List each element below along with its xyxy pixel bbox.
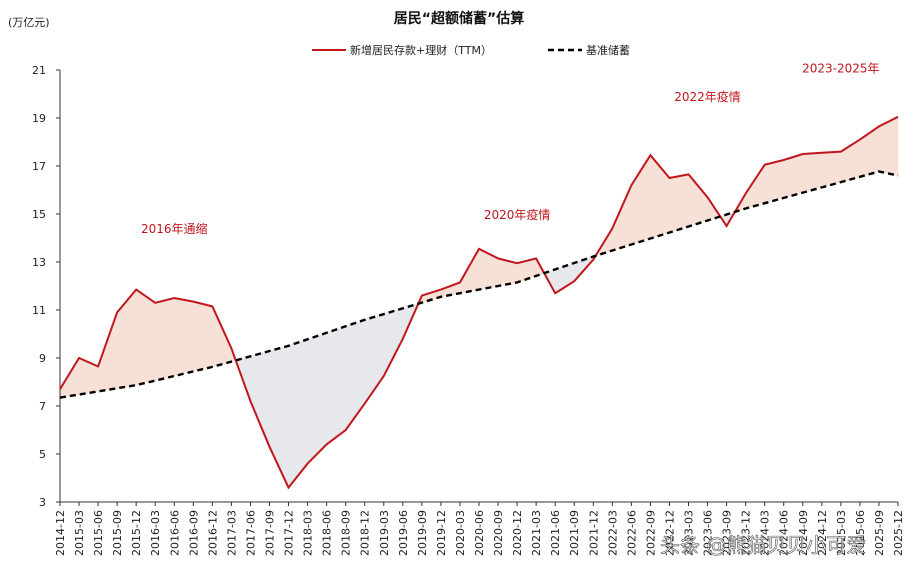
excess-fill xyxy=(745,163,765,209)
deficit-fill xyxy=(307,332,327,465)
x-tick-label: 2024-06 xyxy=(778,510,791,556)
excess-fill xyxy=(193,301,213,372)
y-tick-label: 19 xyxy=(32,112,46,125)
x-tick-label: 2024-12 xyxy=(816,510,829,556)
series-lines xyxy=(59,115,899,490)
x-tick-label: 2019-09 xyxy=(416,510,429,556)
x-tick-label: 2022-03 xyxy=(606,510,619,556)
x-tick-label: 2019-06 xyxy=(397,510,410,556)
excess-fill xyxy=(154,297,175,381)
x-tick-label: 2015-06 xyxy=(92,510,105,556)
y-tick-label: 9 xyxy=(39,352,46,365)
excess-fill xyxy=(821,151,842,188)
deposits-wealth-line xyxy=(59,115,899,490)
excess-fill xyxy=(612,185,632,251)
excess-fill xyxy=(802,152,823,194)
y-tick-label: 17 xyxy=(32,160,46,173)
x-tick-label: 2015-12 xyxy=(130,510,143,556)
x-tick-label: 2018-03 xyxy=(302,510,315,556)
x-tick-label: 2015-03 xyxy=(73,510,86,556)
x-tick-label: 2024-09 xyxy=(797,510,810,556)
excess-fill xyxy=(173,297,194,377)
x-tick-label: 2023-06 xyxy=(702,510,715,556)
x-tick-label: 2016-12 xyxy=(206,510,219,556)
baseline-savings-line xyxy=(59,170,899,399)
x-tick-label: 2022-06 xyxy=(625,510,638,556)
annotation-label: 2016年通缩 xyxy=(141,221,208,236)
x-tick-label: 2019-03 xyxy=(378,510,391,556)
x-tick-label: 2017-12 xyxy=(283,510,296,556)
x-tick-label: 2022-09 xyxy=(644,510,657,556)
excess-fill xyxy=(135,289,156,386)
x-tick-label: 2020-12 xyxy=(511,510,524,556)
axes: 3 5 7 9 11 13 15 17 19 21 2014-12 2015-03 2015-06 201… xyxy=(32,64,905,556)
deficit-fill xyxy=(288,338,308,489)
excess-fill xyxy=(669,174,689,233)
x-tick-label: 2023-03 xyxy=(683,510,696,556)
y-tick-label: 11 xyxy=(32,304,46,317)
x-tick-label: 2025-03 xyxy=(835,510,848,556)
y-tick-label: 3 xyxy=(39,496,46,509)
x-tick-label: 2014-12 xyxy=(54,510,67,556)
excess-fill xyxy=(688,173,708,227)
y-unit-label: (万亿元) xyxy=(8,16,50,29)
x-tick-label: 2020-03 xyxy=(454,510,467,556)
x-tick-label: 2020-06 xyxy=(473,510,486,556)
excess-fill xyxy=(764,159,785,204)
chart-title: 居民“超额储蓄”估算 xyxy=(394,10,524,27)
x-tick-label: 2018-12 xyxy=(359,510,372,556)
x-tick-label: 2016-09 xyxy=(187,510,200,556)
deficit-fill xyxy=(326,325,346,446)
x-tick-label: 2017-06 xyxy=(244,510,257,556)
x-tick-label: 2023-09 xyxy=(721,510,734,556)
excess-fill xyxy=(212,306,232,368)
x-tick-label: 2024-03 xyxy=(759,510,772,556)
y-tick-label: 13 xyxy=(32,256,46,269)
annotation-label: 2020年疫情 xyxy=(484,207,551,222)
excess-fill xyxy=(478,248,499,290)
y-tick-label: 15 xyxy=(32,208,46,221)
legend-label: 新增居民存款+理财（TTM） xyxy=(350,43,492,57)
y-tick-label: 7 xyxy=(39,400,46,413)
x-tick-label: 2021-12 xyxy=(587,510,600,556)
excess-fill xyxy=(97,312,118,392)
x-tick-label: 2025-06 xyxy=(854,510,867,556)
annotations: 2016年通缩 2020年疫情 2022年疫情 2023-2025年 xyxy=(141,61,880,236)
excess-fill xyxy=(116,288,137,389)
x-tick-label: 2017-03 xyxy=(225,510,238,556)
x-tick-label: 2016-06 xyxy=(168,510,181,556)
x-tick-label: 2021-03 xyxy=(530,510,543,556)
excess-fill xyxy=(78,357,99,395)
x-tick-label: 2016-03 xyxy=(149,510,162,556)
x-tick-label: 2025-12 xyxy=(892,510,905,556)
legend-label: 基准储蓄 xyxy=(586,43,630,57)
area-fills xyxy=(59,116,899,489)
y-tick-label: 21 xyxy=(32,64,46,77)
x-tick-label: 2022-12 xyxy=(663,510,676,556)
legend: 新增居民存款+理财（TTM） 基准储蓄 xyxy=(312,43,630,57)
x-tick-label: 2021-09 xyxy=(568,510,581,556)
deficit-fill xyxy=(250,350,270,447)
deficit-fill xyxy=(345,319,366,431)
excess-fill xyxy=(783,153,804,199)
annotation-label: 2023-2025年 xyxy=(802,61,879,75)
y-tick-label: 5 xyxy=(39,448,46,461)
x-tick-label: 2015-09 xyxy=(111,510,124,556)
watermark: 头条 @熊猫贝贝小可爱 xyxy=(660,533,866,557)
x-tick-label: 2019-12 xyxy=(435,510,448,556)
x-tick-label: 2018-09 xyxy=(340,510,353,556)
x-tick-label: 2018-06 xyxy=(321,510,334,556)
x-tick-label: 2023-12 xyxy=(740,510,753,556)
x-tick-label: 2020-09 xyxy=(492,510,505,556)
x-tick-label: 2017-09 xyxy=(264,510,277,556)
x-tick-label: 2025-09 xyxy=(873,510,886,556)
annotation-label: 2022年疫情 xyxy=(674,89,741,104)
x-tick-label: 2021-06 xyxy=(549,510,562,556)
